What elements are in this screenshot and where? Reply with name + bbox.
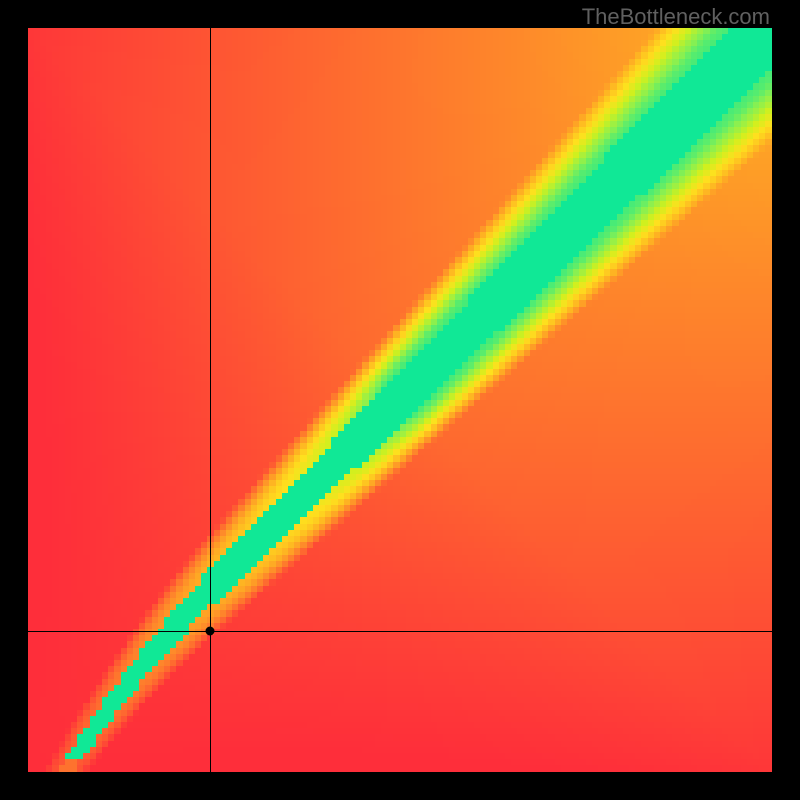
- crosshair-horizontal-line: [28, 631, 772, 632]
- watermark-label: TheBottleneck.com: [582, 4, 770, 30]
- chart-area: [28, 28, 772, 772]
- crosshair-vertical-line: [210, 28, 211, 772]
- bottleneck-heatmap: [28, 28, 772, 772]
- chart-container: TheBottleneck.com: [0, 0, 800, 800]
- crosshair-marker-dot: [206, 626, 215, 635]
